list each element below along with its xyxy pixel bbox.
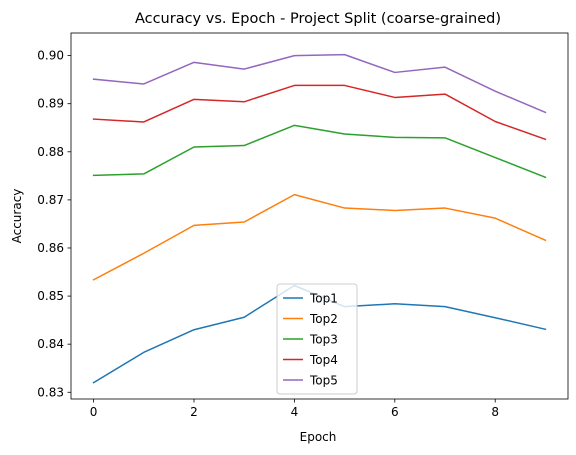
y-axis-label: Accuracy [10, 189, 24, 244]
chart-title: Accuracy vs. Epoch - Project Split (coar… [135, 11, 501, 27]
legend-label-top3: Top3 [309, 333, 338, 347]
series-line-top2 [92, 193, 547, 281]
y-tick-label: 0.85 [37, 289, 64, 303]
series-line-top4 [92, 84, 547, 141]
series-line-top3 [92, 124, 547, 179]
series-line-top5 [92, 53, 547, 114]
x-tick-label: 4 [291, 405, 299, 419]
y-tick-label: 0.84 [37, 337, 64, 351]
y-tick-label: 0.88 [37, 145, 64, 159]
y-axis-ticks: 0.83 0.84 0.85 0.86 0.87 0.88 0.89 0.90 [37, 49, 71, 399]
legend-label-top5: Top5 [309, 374, 338, 388]
x-tick-label: 8 [491, 405, 499, 419]
legend-entries: Top1 Top2 Top3 Top4 Top5 [283, 292, 338, 388]
y-tick-label: 0.87 [37, 193, 64, 207]
y-tick-label: 0.90 [37, 49, 64, 63]
y-tick-label: 0.86 [37, 241, 64, 255]
y-tick-label: 0.83 [37, 385, 64, 399]
y-tick-label: 0.89 [37, 97, 64, 111]
legend-box [276, 283, 358, 395]
x-axis-label: Epoch [300, 430, 337, 444]
x-tick-label: 6 [391, 405, 399, 419]
x-tick-label: 2 [190, 405, 198, 419]
plot-frame [70, 32, 569, 400]
legend-label-top2: Top2 [309, 312, 338, 326]
x-tick-label: 0 [90, 405, 98, 419]
x-axis-ticks: 0 2 4 6 8 [90, 399, 499, 419]
legend: Top1 Top2 Top3 Top4 Top5 [276, 283, 358, 395]
legend-label-top1: Top1 [309, 292, 338, 306]
legend-label-top4: Top4 [309, 353, 338, 367]
